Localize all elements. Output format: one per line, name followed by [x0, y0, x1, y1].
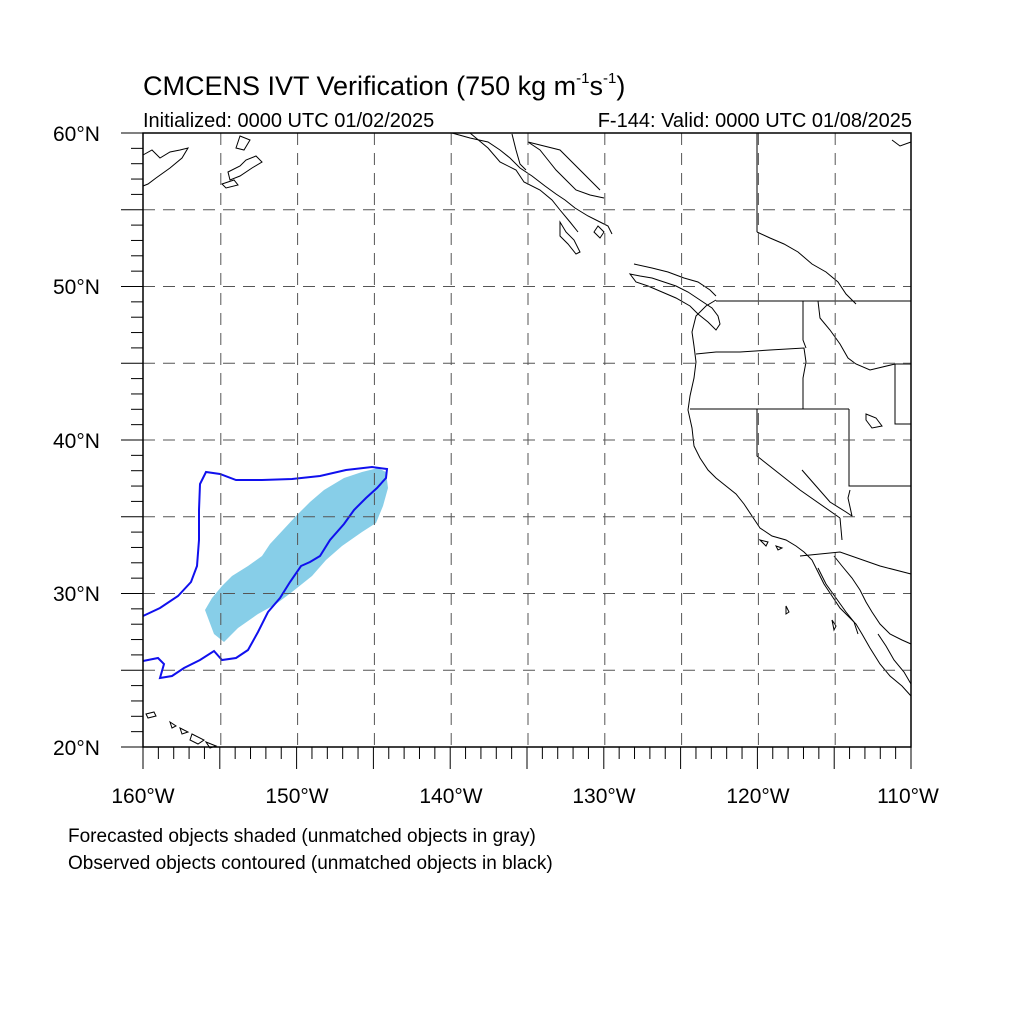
- title-suffix: ): [616, 71, 626, 101]
- map-frame: [142, 132, 912, 748]
- observed-object-contour: [142, 465, 389, 680]
- forecast-object-shaded: [205, 468, 388, 642]
- lon-label-150w: 150°W: [265, 785, 329, 808]
- title-unit-s: s: [589, 71, 604, 101]
- forecast-note: Forecasted objects shaded (unmatched obj…: [68, 826, 536, 847]
- political-borders: [527, 133, 912, 575]
- coastlines: [142, 132, 912, 749]
- lat-label-20n: 20°N: [53, 737, 100, 760]
- title-prefix: CMCENS IVT Verification (750 kg m: [143, 71, 577, 101]
- lat-label-40n: 40°N: [53, 430, 100, 453]
- lat-label-60n: 60°N: [53, 123, 100, 146]
- lon-label-120w: 120°W: [726, 785, 790, 808]
- lon-label-110w: 110°W: [877, 785, 939, 808]
- title-exponent-2: -1: [603, 70, 617, 87]
- valid-time-label: F-144: Valid: 0000 UTC 01/08/2025: [597, 110, 912, 132]
- observed-note: Observed objects contoured (unmatched ob…: [68, 853, 553, 874]
- axis-ticks: [121, 132, 912, 769]
- lon-label-140w: 140°W: [419, 785, 483, 808]
- lat-label-30n: 30°N: [53, 583, 100, 606]
- chart-title: CMCENS IVT Verification (750 kg m-1s-1): [143, 70, 626, 102]
- init-time-label: Initialized: 0000 UTC 01/02/2025: [143, 110, 435, 132]
- lon-label-160w: 160°W: [111, 785, 175, 808]
- title-exponent-1: -1: [576, 70, 590, 87]
- lat-label-50n: 50°N: [53, 276, 100, 299]
- graticule: [143, 133, 911, 747]
- lon-label-130w: 130°W: [572, 785, 636, 808]
